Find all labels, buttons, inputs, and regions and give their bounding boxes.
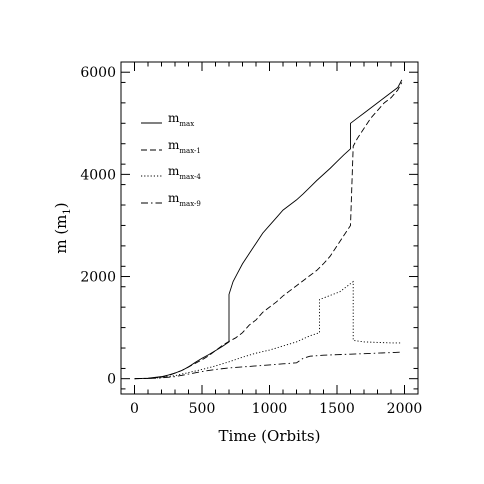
x-tick-label: 1000 bbox=[252, 401, 288, 417]
legend-label-max-4: mmax-4 bbox=[168, 164, 201, 181]
series-line-max-9 bbox=[134, 351, 402, 380]
x-tick-label: 2000 bbox=[387, 401, 423, 417]
y-axis-label-main: m (m bbox=[52, 215, 70, 254]
x-tick-label: 500 bbox=[189, 401, 216, 417]
x-axis-label: Time (Orbits) bbox=[219, 427, 321, 445]
legend-label-max: mmax bbox=[168, 111, 194, 128]
series-line-max bbox=[134, 79, 403, 380]
y-tick-label: 2000 bbox=[80, 270, 116, 286]
y-axis-label: m (m1) bbox=[52, 202, 73, 253]
legend: mmax mmax-1 mmax-4 mmax-9 bbox=[141, 111, 201, 208]
axis-ticks: 0 500 1000 1500 2000 0 2000 4000 6000 bbox=[80, 61, 423, 417]
legend-label-max-9: mmax-9 bbox=[168, 191, 201, 208]
x-tick-label: 1500 bbox=[319, 401, 355, 417]
plot-area bbox=[134, 79, 403, 380]
y-tick-label: 6000 bbox=[80, 65, 116, 81]
y-tick-label: 0 bbox=[107, 372, 116, 388]
legend-label-max-1: mmax-1 bbox=[168, 138, 201, 155]
y-tick-label: 4000 bbox=[80, 167, 116, 183]
series-line-max-1 bbox=[134, 82, 403, 380]
y-axis-label-close: ) bbox=[52, 202, 70, 208]
x-tick-label: 0 bbox=[130, 401, 139, 417]
y-axis-label-sub: 1 bbox=[62, 208, 73, 214]
